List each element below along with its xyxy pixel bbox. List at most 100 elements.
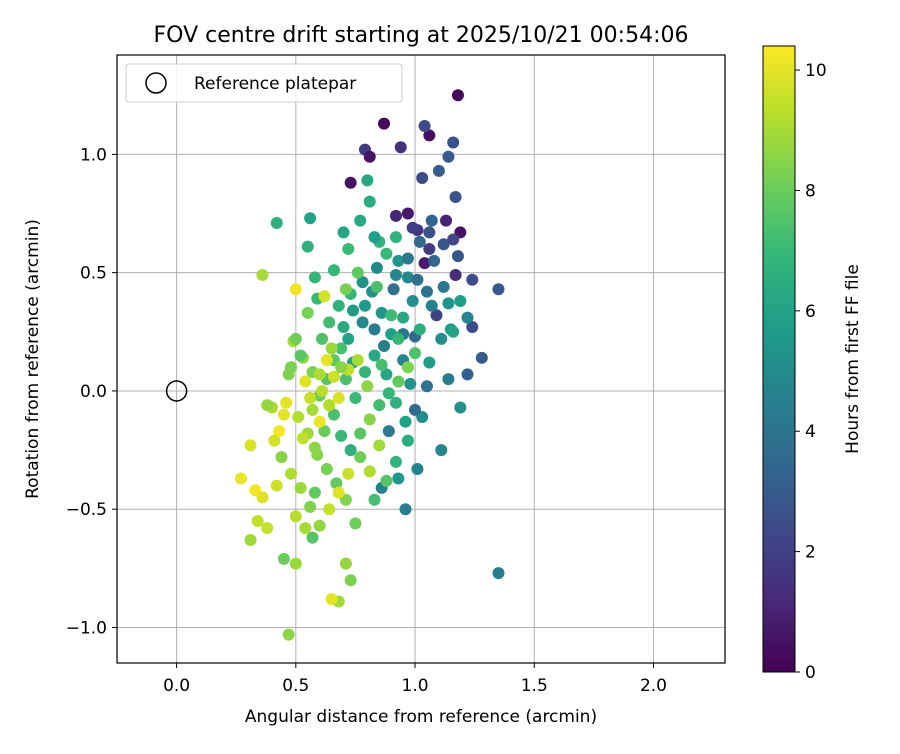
data-point xyxy=(425,299,438,312)
data-point xyxy=(354,214,367,227)
grid-lines xyxy=(117,55,725,663)
data-point xyxy=(339,373,352,386)
reference-marker xyxy=(165,380,188,402)
data-point xyxy=(358,366,371,379)
data-point xyxy=(375,358,388,371)
data-point xyxy=(378,117,391,130)
data-point xyxy=(344,574,357,587)
data-point xyxy=(399,503,412,516)
colorbar-tick-label: 4 xyxy=(805,422,816,442)
data-point xyxy=(466,321,479,334)
data-point xyxy=(363,413,376,426)
data-point xyxy=(401,207,414,220)
data-point xyxy=(420,380,433,393)
data-point xyxy=(387,283,400,296)
data-point xyxy=(358,299,371,312)
data-point xyxy=(475,351,488,364)
data-point xyxy=(437,238,450,251)
data-point xyxy=(406,295,419,308)
data-point xyxy=(378,339,391,352)
data-point xyxy=(313,519,326,532)
data-point xyxy=(451,250,464,263)
x-tick-label: 1.5 xyxy=(521,676,548,696)
legend: Reference platepar xyxy=(125,63,403,103)
data-point xyxy=(392,254,405,267)
data-point xyxy=(289,510,302,523)
data-point xyxy=(392,472,405,485)
data-point xyxy=(289,332,302,345)
data-point xyxy=(449,190,462,203)
data-point xyxy=(447,233,460,246)
colorbar-tick-label: 0 xyxy=(805,663,816,683)
data-point xyxy=(316,384,329,397)
data-point xyxy=(392,332,405,345)
data-point xyxy=(401,252,414,265)
data-point xyxy=(401,434,414,447)
data-point xyxy=(342,467,355,480)
data-point xyxy=(363,195,376,208)
data-point xyxy=(382,425,395,438)
data-point xyxy=(320,354,333,367)
data-point xyxy=(449,269,462,282)
data-point xyxy=(447,136,460,149)
data-point xyxy=(256,269,269,282)
data-point xyxy=(349,392,362,405)
data-point xyxy=(304,392,317,405)
data-point xyxy=(277,552,290,565)
data-point xyxy=(397,311,410,324)
data-point xyxy=(323,316,336,329)
data-point xyxy=(270,216,283,229)
data-point xyxy=(251,515,264,528)
reference-platepar-point xyxy=(165,380,188,402)
data-point xyxy=(389,209,402,222)
data-point xyxy=(335,361,348,374)
data-point xyxy=(361,174,374,187)
data-point xyxy=(261,522,274,535)
data-point xyxy=(418,257,431,270)
data-point xyxy=(335,429,348,442)
data-point xyxy=(380,474,393,487)
data-point xyxy=(423,356,436,369)
data-point xyxy=(299,522,312,535)
data-point xyxy=(296,432,309,445)
data-point xyxy=(492,283,505,296)
data-point xyxy=(344,444,357,457)
data-point xyxy=(330,477,343,490)
data-point xyxy=(332,392,345,405)
data-point xyxy=(411,463,424,476)
data-point xyxy=(389,455,402,468)
data-point xyxy=(399,415,412,428)
data-point xyxy=(320,463,333,476)
data-point xyxy=(313,368,326,381)
data-point xyxy=(327,370,340,383)
data-point xyxy=(454,401,467,414)
data-point xyxy=(292,410,305,423)
data-point xyxy=(249,484,262,497)
colorbar-tick-label: 10 xyxy=(805,61,827,81)
data-point xyxy=(294,481,307,494)
y-axis-ticks: −1.0 −0.5 0.0 0.5 1.0 xyxy=(66,145,117,639)
data-point xyxy=(368,493,381,506)
x-tick-label: 0.0 xyxy=(163,676,190,696)
data-point xyxy=(437,280,450,293)
data-point xyxy=(306,403,319,416)
y-axis-label: Rotation from reference (arcmin) xyxy=(23,219,43,499)
data-point xyxy=(363,465,376,478)
data-point xyxy=(342,242,355,255)
y-tick-label: −1.0 xyxy=(66,619,107,639)
data-point xyxy=(313,415,326,428)
data-point xyxy=(413,323,426,336)
data-point xyxy=(451,89,464,102)
data-point xyxy=(368,349,381,362)
data-point xyxy=(351,354,364,367)
data-point xyxy=(275,451,288,464)
data-point xyxy=(356,316,369,329)
data-point xyxy=(363,150,376,163)
data-point xyxy=(418,119,431,132)
data-point xyxy=(368,323,381,336)
data-point xyxy=(389,396,402,409)
chart-title: FOV centre drift starting at 2025/10/21 … xyxy=(154,23,689,48)
data-point xyxy=(389,269,402,282)
data-point xyxy=(425,214,438,227)
